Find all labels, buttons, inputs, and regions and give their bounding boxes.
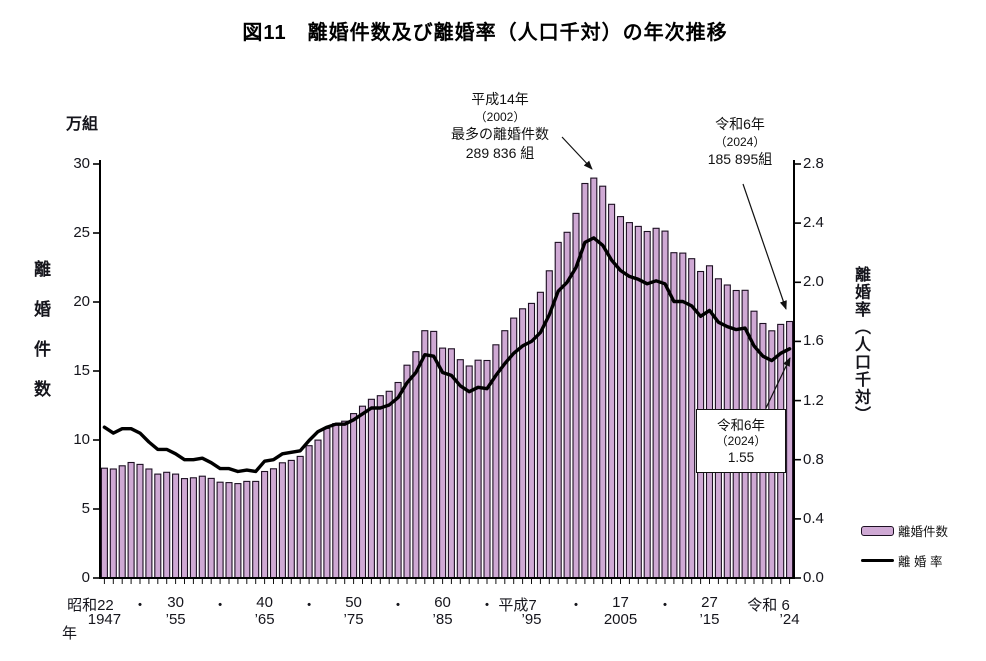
x-axis-year-label: ’65	[254, 611, 275, 628]
x-axis-era-label: 17	[612, 594, 629, 611]
bar-swatch-icon	[861, 525, 894, 536]
left-axis-unit-label: 万組	[66, 116, 99, 133]
annotation-peak-year: （2002）	[474, 110, 526, 124]
x-axis-interval-dot: ・	[479, 597, 495, 614]
right-axis-tick-label: 2.8	[803, 155, 824, 172]
x-axis-era-label: 50	[345, 594, 362, 611]
figure-title: 図11 離婚件数及び離婚率（人口千対）の年次推移	[242, 22, 728, 44]
left-axis-tick-label: 30	[73, 155, 90, 172]
right-axis-tick-label: 1.6	[803, 332, 824, 350]
right-axis-tick-label: 0.0	[803, 569, 824, 586]
right-axis-tick-label: 0.4	[803, 509, 824, 527]
legend: 離婚件数 離 婚 率	[861, 521, 948, 570]
right-axis-tick-label: 0.8	[803, 450, 824, 468]
left-axis-tick-label: 0	[81, 569, 90, 586]
x-axis-era-label: 令和 6	[747, 597, 790, 614]
x-axis-interval-dot: ・	[390, 597, 406, 614]
annotation-peak-2002: 平成14年 （2002） 最多の離婚件数 289 836 組	[424, 90, 576, 163]
right-axis-tick-label: 1.2	[803, 391, 824, 409]
legend-bar-label: 離婚件数	[898, 525, 949, 539]
annotation-latest-count-era: 令和6年	[715, 116, 765, 132]
annotation-latest-rate-era: 令和6年	[716, 417, 765, 433]
x-axis-year-label: ’55	[165, 611, 186, 628]
x-axis-year-label: ’85	[432, 611, 453, 628]
x-axis-era-label: 30	[167, 594, 184, 611]
left-axis-tick-label: 25	[73, 224, 90, 241]
left-axis-tick-label: 5	[81, 500, 90, 517]
annotation-peak-value: 289 836 組	[465, 145, 535, 161]
annotation-peak-era: 平成14年	[471, 91, 529, 107]
annotation-latest-rate-value: 1.55	[727, 449, 755, 465]
annotation-latest-count: 令和6年 （2024） 185 895組	[685, 115, 795, 169]
x-axis-era-label: 40	[256, 594, 273, 611]
x-axis-year-label: ’15	[699, 611, 720, 628]
x-axis-interval-dot: ・	[301, 597, 317, 614]
annotation-latest-count-year: （2024）	[714, 135, 766, 149]
x-axis-year-label: ’75	[343, 611, 364, 628]
left-axis-tick-label: 15	[73, 362, 90, 379]
x-axis-era-label: 60	[434, 594, 451, 611]
x-axis-era-label: 27	[701, 594, 718, 611]
x-axis-year-label: ’95	[521, 611, 542, 628]
annotation-peak-caption: 最多の離婚件数	[451, 126, 549, 142]
x-axis-year-label: 1947	[87, 611, 122, 628]
left-axis-title: 離婚件数	[31, 260, 50, 420]
left-axis-tick-label: 10	[73, 431, 90, 448]
right-axis-title: 離婚率（人口千対）	[852, 266, 869, 424]
x-axis-year-label: 2005	[603, 611, 638, 628]
line-swatch-icon	[861, 558, 894, 563]
annotation-latest-rate-year: （2024）	[715, 433, 767, 448]
legend-item-line: 離 婚 率	[861, 551, 948, 570]
x-axis-year-label: ’24	[779, 611, 800, 628]
x-axis-era-label: 昭和22	[67, 597, 114, 614]
annotation-latest-rate-box: 令和6年 （2024） 1.55	[696, 409, 786, 473]
left-axis-tick-label: 20	[73, 293, 90, 310]
right-axis-tick-label: 2.4	[803, 214, 824, 232]
x-axis-interval-dot: ・	[212, 597, 228, 614]
x-axis-era-label: 平成7	[498, 597, 537, 614]
x-axis-unit-suffix: 年	[62, 625, 78, 642]
legend-item-bar: 離婚件数	[861, 521, 948, 540]
right-axis-tick-label: 2.0	[803, 273, 824, 291]
legend-line-label: 離 婚 率	[898, 555, 943, 569]
x-axis-interval-dot: ・	[568, 597, 584, 614]
annotation-latest-count-value: 185 895組	[707, 151, 773, 167]
x-axis-interval-dot: ・	[657, 597, 673, 614]
x-axis-interval-dot: ・	[132, 597, 148, 614]
